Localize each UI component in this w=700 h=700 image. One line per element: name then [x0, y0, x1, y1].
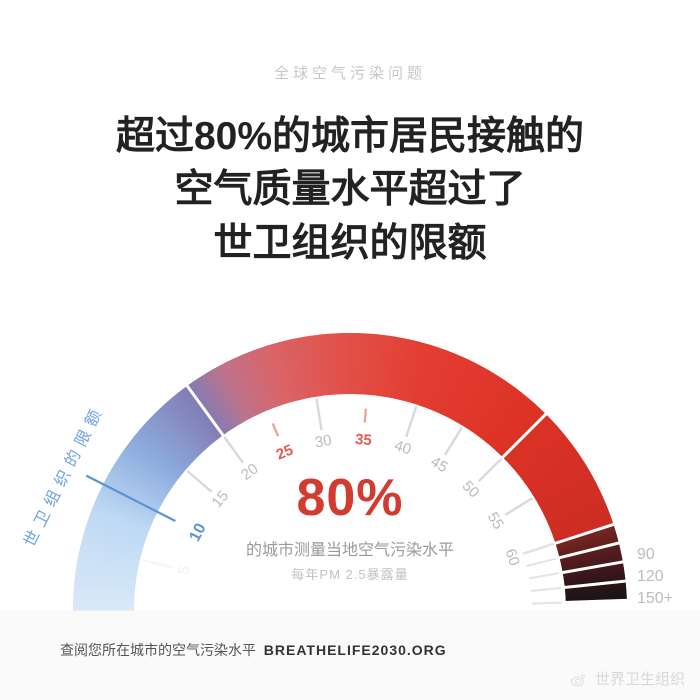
- svg-text:150+: 150+: [637, 590, 673, 607]
- svg-text:35: 35: [354, 431, 372, 449]
- svg-text:30: 30: [314, 432, 333, 451]
- svg-text:40: 40: [392, 437, 413, 458]
- svg-text:25: 25: [274, 441, 296, 463]
